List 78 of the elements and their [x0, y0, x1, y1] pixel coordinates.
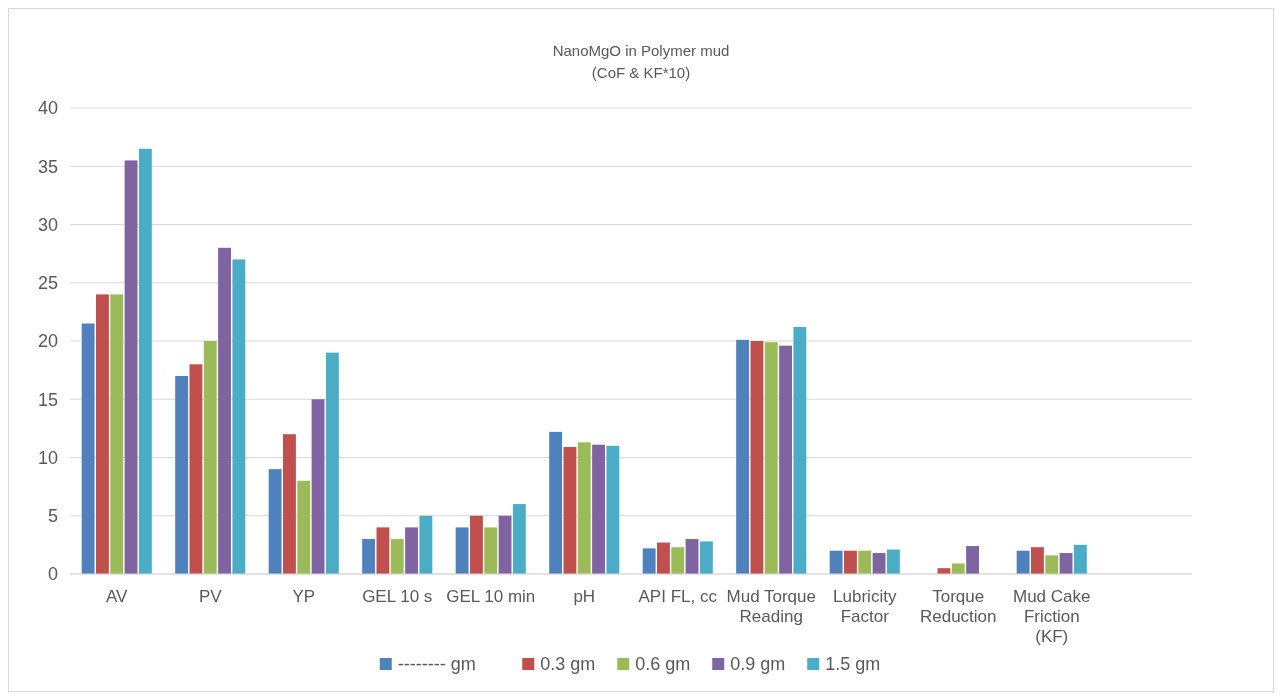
bar — [858, 550, 872, 574]
bar — [124, 160, 138, 574]
bar — [1059, 553, 1073, 574]
bar — [549, 431, 563, 574]
bar — [1045, 555, 1059, 574]
y-tick-label: 15 — [37, 389, 58, 410]
bar — [966, 546, 979, 574]
x-tick-label: GEL 10 s — [362, 587, 433, 606]
bar — [657, 542, 670, 574]
bar — [750, 341, 764, 574]
y-tick-label: 40 — [37, 98, 58, 119]
bar — [96, 294, 109, 574]
bar — [81, 323, 95, 574]
y-tick-label: 30 — [37, 214, 58, 235]
x-tick-label: Mud Torque Reading — [726, 587, 816, 626]
y-tick-label: 25 — [37, 273, 58, 294]
bar — [793, 327, 807, 574]
bar — [283, 434, 296, 574]
chart-subtitle: (CoF & KF*10) — [591, 64, 691, 81]
bar — [498, 515, 512, 574]
bar — [563, 447, 577, 574]
bar — [592, 444, 605, 574]
bar — [577, 442, 591, 574]
bar — [203, 341, 217, 574]
bar — [1031, 547, 1044, 574]
bar — [419, 515, 433, 574]
bar — [138, 148, 152, 574]
legend-label: 1.5 gm — [825, 654, 881, 674]
bar — [736, 339, 750, 574]
y-tick-label: 0 — [47, 564, 58, 585]
x-tick-label: PV — [198, 587, 223, 606]
bar — [886, 549, 900, 574]
bar — [470, 515, 483, 574]
bar — [1016, 550, 1030, 574]
x-tick-label: AV — [106, 587, 129, 606]
x-tick-label: YP — [292, 587, 316, 606]
bar — [405, 527, 418, 574]
bar — [297, 480, 311, 574]
x-tick-label: Mud Cake Friction (KF) — [1013, 587, 1091, 646]
bar — [110, 294, 124, 574]
bar — [764, 342, 778, 574]
bar — [484, 527, 498, 574]
bar — [455, 527, 469, 574]
bar — [390, 539, 404, 574]
bar — [699, 541, 713, 574]
legend-label: 0.3 gm — [540, 654, 596, 674]
bar — [175, 375, 189, 574]
bar — [325, 352, 339, 574]
bar — [642, 548, 656, 574]
legend-label: 0.6 gm — [635, 654, 691, 674]
y-tick-label: 10 — [37, 447, 58, 468]
y-tick-label: 5 — [47, 506, 58, 527]
bar — [1073, 544, 1087, 574]
bar — [311, 399, 325, 574]
bar — [844, 550, 857, 574]
bar — [376, 527, 390, 574]
bar — [268, 469, 282, 574]
bar — [829, 550, 843, 574]
bar — [606, 445, 620, 574]
legend-label: -------- gm — [397, 654, 476, 674]
bar — [685, 539, 699, 574]
y-tick-label: 35 — [37, 156, 58, 177]
bar — [189, 364, 203, 574]
legend-label: 0.9 gm — [730, 654, 786, 674]
y-tick-label: 20 — [37, 331, 58, 352]
bar — [512, 504, 526, 574]
bar — [362, 539, 376, 574]
bar — [232, 259, 246, 574]
bar — [779, 345, 792, 574]
x-tick-label: API FL, cc — [638, 587, 718, 606]
bar — [671, 547, 685, 574]
bar — [872, 553, 886, 574]
chart-title: NanoMgO in Polymer mud — [552, 42, 730, 59]
x-tick-label: Torque Reduction — [919, 587, 997, 626]
x-tick-label: GEL 10 min — [446, 587, 536, 606]
x-tick-label: Lubricity Factor — [833, 587, 897, 626]
bar — [218, 247, 231, 574]
x-tick-label: pH — [573, 587, 596, 606]
